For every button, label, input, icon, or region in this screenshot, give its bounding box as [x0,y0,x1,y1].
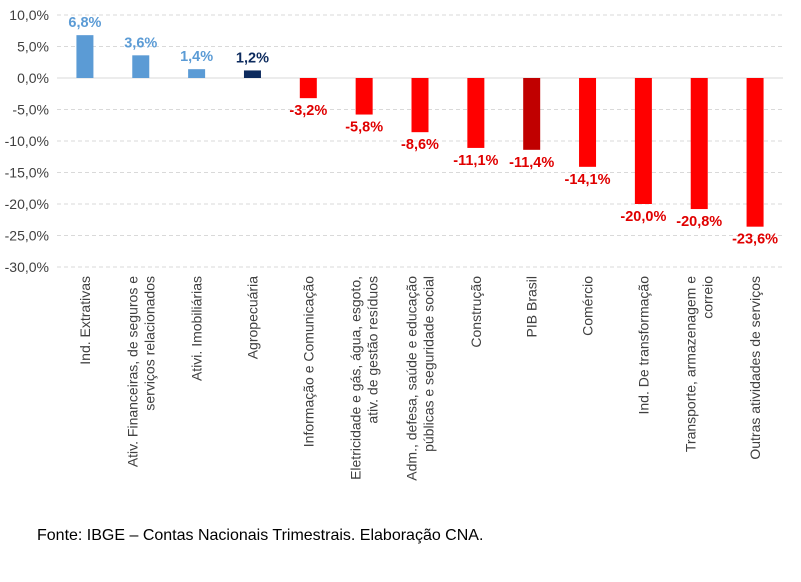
category-label: Construção [468,276,484,348]
y-axis-ticks: 10,0% 5,0% 0,0% -5,0% -10,0% -15,0% -20,0% -25,… [5,7,49,275]
data-label: -11,1% [453,153,498,169]
category-label-line: Ind. Extrativas [77,276,93,365]
y-tick-label: -15,0% [5,165,49,181]
category-label: Adm., defesa, saúde e educação públicas e… [404,276,437,481]
data-label: -23,6% [732,232,778,248]
category-label: Informação e Comunicação [300,276,316,447]
y-tick-label: 0,0% [17,70,49,86]
data-label: -5,8% [345,120,383,136]
category-label-line: ativ. de gestão resíduos [365,276,381,424]
data-label: 6,8% [68,15,101,31]
bar [690,78,708,210]
bar [634,78,652,204]
category-label: Ativi. Imobiliárias [189,276,205,381]
category-label-line: Ativ. Financeiras, de seguros e [124,276,140,467]
y-tick-label: -5,0% [12,102,49,118]
category-label: PIB Brasil [524,276,540,337]
data-label: -20,0% [620,209,666,225]
y-tick-label: -10,0% [5,133,49,149]
category-label: Agropecuária [244,276,260,359]
category-label-line: serviços relacionados [141,276,157,411]
data-label: 1,4% [180,49,213,65]
gridlines [57,14,783,268]
category-label-line: Eletricidade e gás, água, esgoto, [348,276,364,480]
data-label: 3,6% [124,35,157,51]
bar-chart: 10,0% 5,0% 0,0% -5,0% -10,0% -15,0% -20,0% -25,… [5,7,783,481]
y-tick-label: -30,0% [5,259,49,275]
data-label: -11,4% [509,155,554,171]
source-note: Fonte: IBGE – Contas Nacionais Trimestra… [37,527,484,544]
category-label-line: PIB Brasil [524,276,540,337]
y-tick-label: -20,0% [5,196,49,212]
category-label: Ind. De transformação [635,276,651,415]
bar [243,70,261,78]
category-label-line: Agropecuária [244,276,260,359]
data-label: -14,1% [565,172,611,188]
category-label: Ativ. Financeiras, de seguros e serviços … [124,276,157,467]
category-label-line: Ind. De transformação [635,276,651,415]
y-tick-label: 10,0% [9,7,49,23]
data-label: 1,2% [236,50,269,66]
category-label-line: públicas e seguridade social [421,276,437,452]
bar [523,78,541,150]
data-labels: 6,8% 3,6% 1,4% 1,2% -3,2% -5,8% -8,6% -11,1% -11… [68,15,778,248]
y-tick-label: -25,0% [5,228,49,244]
category-label-line: Informação e Comunicação [300,276,316,447]
bar [467,78,485,148]
category-label-line: Transporte, armazenagem e [683,276,699,452]
data-label: -20,8% [676,214,722,230]
category-label: Eletricidade e gás, água, esgoto, ativ. d… [348,276,381,480]
bar [746,78,764,227]
category-label-line: Construção [468,276,484,348]
category-label-line: Adm., defesa, saúde e educação [404,276,420,481]
bar [579,78,597,167]
bar [76,35,94,78]
bar [355,78,373,115]
category-label-line: Comércio [580,276,596,336]
bar [411,78,429,133]
data-label: -8,6% [401,137,439,153]
category-label: Transporte, armazenagem e correio [683,276,716,452]
bar [299,78,317,99]
bars [76,35,764,227]
category-label: Comércio [580,276,596,336]
y-tick-label: 5,0% [17,39,49,55]
category-labels: Ind. Extrativas Ativ. Financeiras, de seg… [77,276,763,481]
category-label-line: Ativi. Imobiliárias [189,276,205,381]
bar [188,69,206,78]
data-label: -3,2% [289,103,327,119]
category-label-line: Outras atividades de serviços [747,276,763,460]
category-label: Ind. Extrativas [77,276,93,365]
category-label: Outras atividades de serviços [747,276,763,460]
bar [132,55,150,78]
category-label-line: correio [700,276,716,319]
